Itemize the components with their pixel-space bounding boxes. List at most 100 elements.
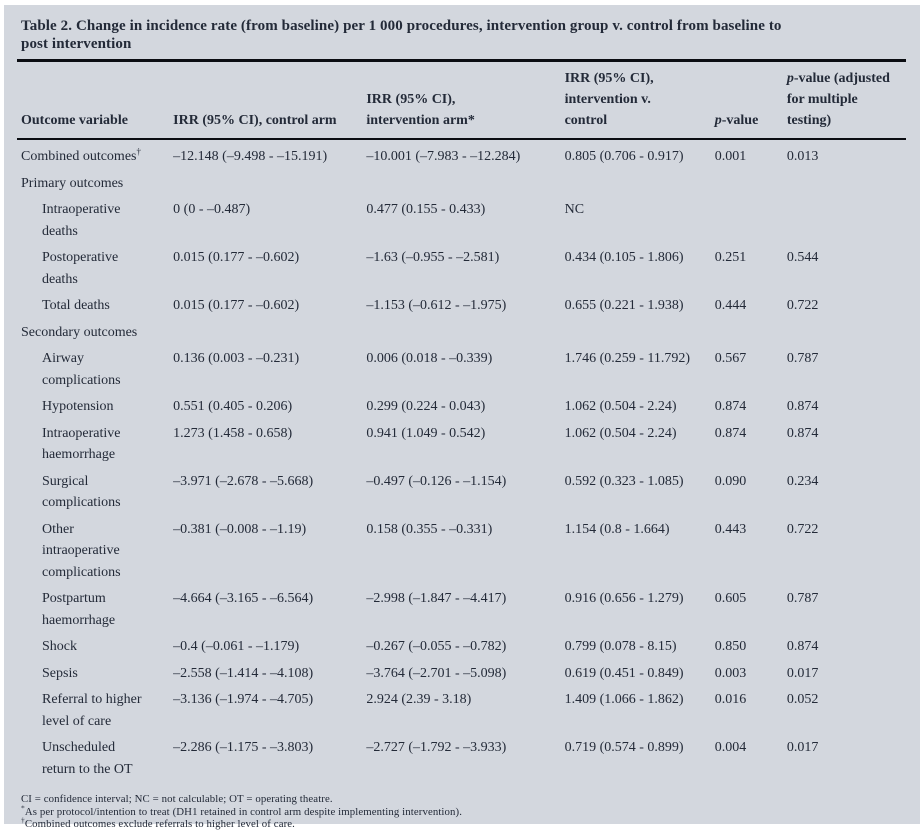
cell-irr-int-v-control: 1.062 (0.504 - 2.24) bbox=[564, 425, 677, 441]
column-header-irr-intervention-arm: IRR (95% CI), intervention arm* bbox=[366, 92, 475, 128]
results-table: Outcome variable IRR (95% CI), control a… bbox=[17, 62, 906, 138]
cell-irr-control: 0.136 (0.003 - –0.231) bbox=[173, 351, 300, 367]
cell-p-value: 0.003 bbox=[714, 665, 747, 681]
section-row: Primary outcomes bbox=[17, 171, 906, 198]
section-label: Primary outcomes bbox=[21, 175, 124, 191]
outcome-label: Postoperative deaths bbox=[42, 250, 119, 287]
footnote-line: CI = confidence interval; NC = not calcu… bbox=[21, 793, 333, 806]
outcome-label: Combined outcomes† bbox=[21, 146, 142, 165]
cell-p-adjusted bbox=[783, 197, 906, 245]
cell-p-value bbox=[711, 171, 783, 198]
cell-p-value: 0.567 bbox=[714, 351, 747, 367]
title-rule bbox=[17, 59, 906, 62]
cell-p-value: 0.001 bbox=[714, 149, 747, 165]
cell-irr-intervention: –2.727 (–1.792 - –3.933) bbox=[366, 740, 507, 756]
results-table-body: Combined outcomes† –12.148 (–9.498 - –15.… bbox=[17, 140, 906, 783]
cell-p-value: 0.443 bbox=[714, 521, 747, 537]
footnotes: CI = confidence interval; NC = not calcu… bbox=[21, 793, 906, 831]
cell-irr-intervention: 0.299 (0.224 - 0.043) bbox=[366, 399, 486, 415]
cell-irr-control bbox=[169, 171, 362, 198]
column-header-irr-intervention-v-control: IRR (95% CI), intervention v. control bbox=[564, 71, 654, 128]
cell-p-value: 0.251 bbox=[714, 250, 747, 266]
footnote-line: *As per protocol/intention to treat (DH1… bbox=[21, 803, 463, 818]
outcome-label: Unscheduled return to the OT bbox=[42, 740, 133, 777]
footnote-line: †Combined outcomes exclude referrals to … bbox=[21, 815, 295, 831]
cell-p-adjusted: 0.787 bbox=[786, 351, 819, 367]
cell-p-value bbox=[711, 197, 783, 245]
table-row: Postoperative deaths 0.015 (0.177 - –0.60… bbox=[17, 245, 906, 293]
table-row: Unscheduled return to the OT –2.286 (–1.1… bbox=[17, 735, 906, 783]
cell-irr-intervention: 0.941 (1.049 - 0.542) bbox=[366, 425, 486, 441]
cell-irr-int-v-control: 0.799 (0.078 - 8.15) bbox=[564, 639, 677, 655]
outcome-label: Intraoperative haemorrhage bbox=[42, 425, 121, 463]
cell-irr-int-v-control: 0.805 (0.706 - 0.917) bbox=[564, 149, 684, 165]
outcome-label: Postpartum haemorrhage bbox=[42, 591, 116, 628]
cell-p-value bbox=[711, 320, 783, 347]
table-row: Referral to higher level of care –3.136 (… bbox=[17, 687, 906, 735]
column-header-p-value-adjusted: p-value (adjusted for multiple testing) bbox=[786, 71, 890, 128]
table-row: Shock –0.4 (–0.061 - –1.179) –0.267 (–0.05… bbox=[17, 634, 906, 661]
section-row: Secondary outcomes bbox=[17, 320, 906, 347]
cell-irr-intervention: 0.006 (0.018 - –0.339) bbox=[366, 351, 493, 367]
outcome-label: Other intraoperative complications bbox=[42, 521, 121, 580]
column-header-irr-control-arm: IRR (95% CI), control arm bbox=[173, 113, 337, 128]
column-header-p-value: p-value bbox=[714, 113, 759, 128]
footnote-marker: † bbox=[21, 815, 25, 825]
cell-p-adjusted: 0.874 bbox=[786, 399, 819, 415]
table-title: Table 2. Change in incidence rate (from … bbox=[21, 18, 782, 52]
cell-irr-int-v-control: 0.719 (0.574 - 0.899) bbox=[564, 740, 684, 756]
cell-p-adjusted bbox=[783, 320, 906, 347]
cell-irr-intervention: 0.158 (0.355 - –0.331) bbox=[366, 521, 493, 537]
table-header: Outcome variable IRR (95% CI), control a… bbox=[17, 62, 906, 138]
cell-irr-int-v-control: NC bbox=[564, 202, 585, 218]
cell-p-value: 0.004 bbox=[714, 740, 747, 756]
table-row: Intraoperative haemorrhage 1.273 (1.458 -… bbox=[17, 421, 906, 469]
table-body: Combined outcomes† –12.148 (–9.498 - –15.… bbox=[17, 140, 906, 783]
cell-irr-intervention: –3.764 (–2.701 - –5.098) bbox=[366, 665, 507, 681]
cell-p-value: 0.850 bbox=[714, 639, 747, 655]
cell-irr-intervention bbox=[362, 320, 560, 347]
cell-p-adjusted bbox=[783, 171, 906, 198]
cell-irr-int-v-control: 0.434 (0.105 - 1.806) bbox=[564, 250, 684, 266]
table-row: Hypotension 0.551 (0.405 - 0.206) 0.299 (0… bbox=[17, 394, 906, 421]
cell-irr-int-v-control bbox=[561, 320, 711, 347]
cell-p-adjusted: 0.234 bbox=[786, 473, 819, 489]
cell-irr-control: 0 (0 - –0.487) bbox=[173, 202, 251, 218]
cell-irr-control: –0.381 (–0.008 - –1.19) bbox=[173, 521, 307, 537]
footnote-marker: † bbox=[136, 146, 142, 157]
cell-irr-int-v-control: 0.916 (0.656 - 1.279) bbox=[564, 591, 684, 607]
cell-p-adjusted: 0.874 bbox=[786, 639, 819, 655]
cell-p-value: 0.605 bbox=[714, 591, 747, 607]
cell-irr-intervention: 0.477 (0.155 - 0.433) bbox=[366, 202, 486, 218]
cell-irr-control: 1.273 (1.458 - 0.658) bbox=[173, 425, 293, 441]
cell-irr-control: –12.148 (–9.498 - –15.191) bbox=[173, 149, 328, 165]
cell-irr-control: –3.971 (–2.678 - –5.668) bbox=[173, 473, 314, 489]
cell-irr-intervention: –0.267 (–0.055 - –0.782) bbox=[366, 639, 507, 655]
cell-irr-int-v-control: 0.619 (0.451 - 0.849) bbox=[564, 665, 684, 681]
cell-p-value: 0.874 bbox=[714, 399, 747, 415]
cell-irr-int-v-control: 1.062 (0.504 - 2.24) bbox=[564, 399, 677, 415]
cell-irr-control: –0.4 (–0.061 - –1.179) bbox=[173, 639, 300, 655]
outcome-label: Airway complications bbox=[42, 351, 121, 388]
cell-p-adjusted: 0.017 bbox=[786, 665, 819, 681]
cell-p-adjusted: 0.722 bbox=[786, 521, 819, 537]
header-rule bbox=[17, 138, 906, 141]
cell-irr-control: 0.551 (0.405 - 0.206) bbox=[173, 399, 293, 415]
cell-p-value: 0.444 bbox=[714, 298, 747, 314]
cell-irr-control: 0.015 (0.177 - –0.602) bbox=[173, 298, 300, 314]
cell-irr-control: –3.136 (–1.974 - –4.705) bbox=[173, 692, 314, 708]
cell-irr-int-v-control: 0.655 (0.221 - 1.938) bbox=[564, 298, 684, 314]
column-header-outcome-variable: Outcome variable bbox=[21, 113, 128, 128]
cell-p-adjusted: 0.013 bbox=[786, 149, 819, 165]
footnote-marker: * bbox=[21, 803, 25, 813]
cell-irr-control: –2.558 (–1.414 - –4.108) bbox=[173, 665, 314, 681]
cell-irr-int-v-control: 1.409 (1.066 - 1.862) bbox=[564, 692, 684, 708]
outcome-label: Sepsis bbox=[42, 665, 78, 681]
cell-irr-intervention bbox=[362, 171, 560, 198]
outcome-label: Intraoperative deaths bbox=[42, 202, 121, 239]
cell-p-adjusted: 0.787 bbox=[786, 591, 819, 607]
cell-irr-intervention: 2.924 (2.39 - 3.18) bbox=[366, 692, 472, 708]
cell-irr-control: –2.286 (–1.175 - –3.803) bbox=[173, 740, 314, 756]
cell-irr-int-v-control: 1.746 (0.259 - 11.792) bbox=[564, 351, 691, 367]
table-row: Combined outcomes† –12.148 (–9.498 - –15.… bbox=[17, 140, 906, 171]
